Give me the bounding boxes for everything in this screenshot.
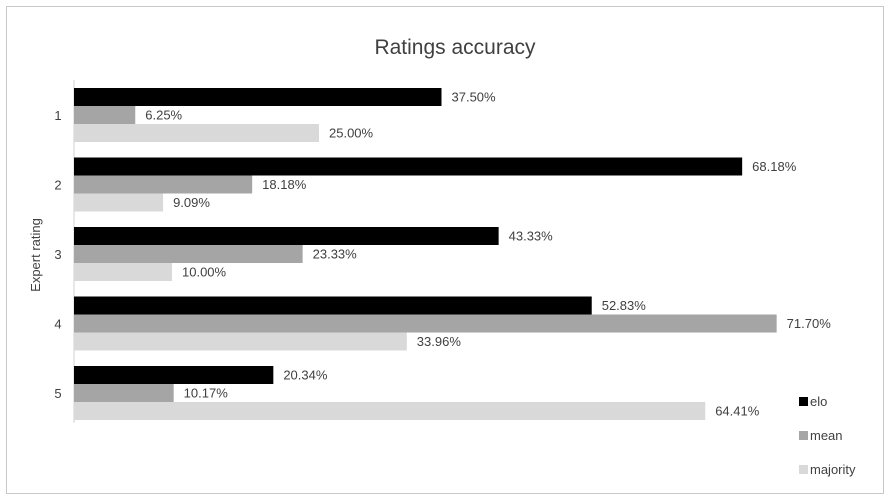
data-label-elo-2: 68.18% [752,159,797,174]
data-label-majority-3: 10.00% [182,265,227,280]
legend-swatch-majority [799,465,808,474]
y-axis-label: Expert rating [28,218,43,292]
legend-label-elo: elo [810,394,827,409]
data-label-majority-5: 64.41% [715,404,760,419]
bar-elo-4 [74,296,592,315]
bar-mean-2 [74,175,253,194]
bar-elo-2 [74,157,743,176]
bar-majority-5 [74,402,706,420]
legend-label-majority: majority [810,462,856,477]
data-label-mean-5: 10.17% [184,386,229,401]
bar-elo-3 [74,227,499,245]
legend-label-mean: mean [810,428,843,443]
data-label-majority-1: 25.00% [329,126,374,141]
y-ticks-group: 1 2 3 4 5 [54,108,61,401]
legend: elo mean majority [799,394,856,477]
legend-swatch-mean [799,431,808,440]
bar-mean-5 [74,384,174,402]
data-label-elo-3: 43.33% [509,229,554,244]
data-label-elo-5: 20.34% [283,368,328,383]
data-label-mean-4: 71.70% [787,316,832,331]
bar-majority-3 [74,263,172,281]
bar-majority-2 [74,193,164,212]
chart-title: Ratings accuracy [374,36,536,59]
bar-majority-4 [74,332,407,351]
data-label-majority-4: 33.96% [417,334,462,349]
data-label-mean-1: 6.25% [145,108,182,123]
y-tick-label-1: 1 [54,108,61,123]
bar-mean-3 [74,245,303,263]
y-tick-label-5: 5 [54,386,61,401]
data-label-elo-1: 37.50% [452,90,497,105]
y-tick-label-4: 4 [54,317,61,332]
data-label-mean-2: 18.18% [262,177,307,192]
y-tick-label-2: 2 [54,178,61,193]
bar-majority-1 [74,124,319,142]
bar-elo-1 [74,88,442,106]
data-label-majority-2: 9.09% [173,195,210,210]
data-label-mean-3: 23.33% [313,247,358,262]
bar-mean-4 [74,314,777,333]
bar-mean-1 [74,106,136,124]
legend-swatch-elo [799,397,808,406]
y-tick-label-3: 3 [54,247,61,262]
data-label-elo-4: 52.83% [602,298,647,313]
bars-group: 37.50% 6.25% 25.00% 68.18% 18.18% 9.09% 43.33%… [74,88,831,420]
bar-elo-5 [74,366,274,384]
